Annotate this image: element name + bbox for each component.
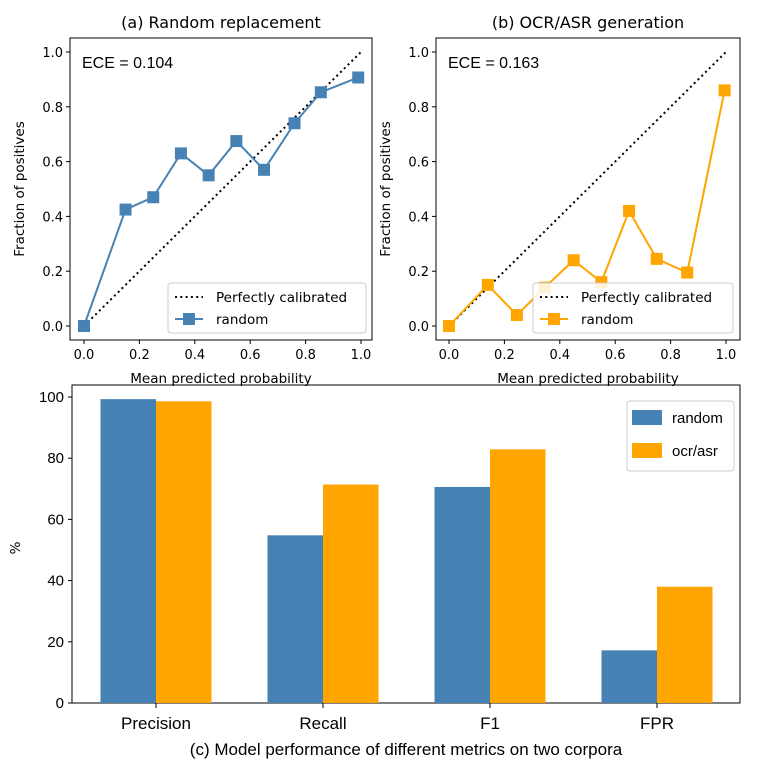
legend: random ocr/asr — [626, 400, 735, 472]
category-label: Recall — [299, 714, 346, 733]
calibration-panel-b: (b) OCR/ASR generation 0.0 0.2 0.4 0.6 0.8 1.0… — [378, 13, 741, 387]
x-tick-label: 1.0 — [351, 348, 372, 363]
y-tick-label: 60 — [47, 511, 64, 528]
category-label: Precision — [121, 714, 191, 733]
data-point-marker — [650, 252, 663, 265]
data-point-marker — [174, 147, 187, 160]
legend-box — [167, 282, 367, 334]
category-label: FPR — [640, 714, 674, 733]
y-tick-label: 0.2 — [408, 265, 429, 280]
y-axis-label: Fraction of positives — [378, 121, 394, 256]
ece-annotation: ECE = 0.163 — [448, 55, 539, 72]
x-tick-label: 0.4 — [184, 348, 205, 363]
axes-frame — [435, 37, 741, 341]
panel-title: (a) Random replacement — [121, 13, 321, 32]
y-tick-label: 0.6 — [42, 156, 63, 171]
chart-title: (c) Model performance of different metri… — [190, 740, 623, 759]
legend-label: ocr/asr — [672, 443, 718, 460]
y-axis-label: Fraction of positives — [12, 121, 28, 256]
data-point-marker — [258, 163, 271, 176]
legend-box — [532, 282, 734, 334]
y-axis-label: % — [8, 541, 24, 554]
legend: Perfectly calibrated random — [167, 282, 367, 334]
series-line-random — [83, 76, 359, 327]
y-tick-label: 40 — [47, 573, 64, 590]
legend: Perfectly calibrated random — [532, 282, 734, 334]
data-point-marker — [78, 320, 90, 332]
y-tick-label: 0.0 — [42, 320, 63, 335]
y-tick-label: 0.4 — [408, 210, 429, 225]
x-tick-label: 0.8 — [660, 348, 681, 363]
legend-label: random — [216, 312, 268, 328]
legend-label: random — [672, 410, 723, 427]
x-tick-label: 0.8 — [295, 348, 316, 363]
data-point-marker — [147, 191, 160, 204]
x-tick-label: 0.0 — [439, 348, 460, 363]
ece-annotation: ECE = 0.104 — [82, 55, 173, 72]
data-point-marker — [288, 117, 301, 130]
data-point-marker — [567, 254, 580, 267]
legend-label: Perfectly calibrated — [581, 290, 712, 306]
bar-ocr-asr-precision — [156, 401, 212, 703]
legend-label: random — [581, 312, 633, 328]
calibration-panel-a: (a) Random replacement 0.0 0.2 0.4 0.6 0.8 1.0… — [12, 13, 373, 387]
legend-square-marker-icon — [548, 313, 560, 325]
x-tick-label: 0.4 — [549, 348, 570, 363]
x-axis-label: Mean predicted probability — [497, 371, 678, 387]
bar-chart-panel-c: 0 20 40 60 80 100% Precision Recall F1 FPR (c) Mod… — [8, 384, 741, 759]
y-tick-label: 1.0 — [408, 46, 429, 61]
bar-ocr-asr-f1 — [490, 449, 546, 703]
data-point-marker — [681, 266, 694, 279]
x-tick-label: 0.0 — [74, 348, 95, 363]
x-tick-label: 0.6 — [605, 348, 626, 363]
y-tick-label: 0.4 — [42, 210, 63, 225]
data-point-marker — [718, 84, 731, 97]
x-axis-label: Mean predicted probability — [130, 371, 311, 387]
perfectly-calibrated-line — [448, 51, 727, 327]
y-tick-label: 100 — [39, 389, 64, 406]
bar-random-precision — [100, 399, 156, 703]
data-point-marker — [510, 309, 523, 322]
data-point-marker — [314, 86, 327, 99]
x-tick-label: 0.2 — [129, 348, 150, 363]
y-tick-label: 0.6 — [408, 156, 429, 171]
data-point-marker — [443, 320, 455, 332]
x-tick-label: 0.6 — [240, 348, 261, 363]
y-tick-label: 1.0 — [42, 46, 63, 61]
y-tick-label: 20 — [47, 634, 64, 651]
series-line-random — [448, 90, 726, 327]
data-point-marker — [352, 71, 365, 84]
y-tick-label: 0.0 — [408, 320, 429, 335]
bar-random-f1 — [434, 486, 490, 703]
bar-ocr-asr-recall — [323, 484, 379, 703]
perfectly-calibrated-line — [83, 51, 362, 327]
y-tick-label: 0 — [56, 695, 64, 712]
bar-random-recall — [267, 535, 323, 703]
y-tick-label: 0.8 — [42, 101, 63, 116]
bar-ocr-asr-fpr — [657, 586, 713, 703]
axes-frame — [69, 37, 373, 341]
data-point-marker — [230, 135, 243, 148]
category-label: F1 — [480, 714, 500, 733]
data-point-marker — [481, 278, 494, 291]
x-tick-label: 1.0 — [716, 348, 737, 363]
panel-title: (b) OCR/ASR generation — [492, 13, 684, 32]
y-tick-label: 80 — [47, 450, 64, 467]
data-point-marker — [202, 169, 215, 182]
legend-swatch-icon — [632, 443, 662, 458]
bar-random-fpr — [601, 650, 657, 703]
data-point-marker — [623, 204, 636, 217]
data-point-marker — [119, 203, 132, 216]
y-tick-label: 0.8 — [408, 101, 429, 116]
axes-frame — [71, 384, 741, 704]
x-tick-label: 0.2 — [494, 348, 515, 363]
legend-label: Perfectly calibrated — [216, 290, 347, 306]
legend-swatch-icon — [632, 410, 662, 425]
legend-square-marker-icon — [183, 313, 195, 325]
y-tick-label: 0.2 — [42, 265, 63, 280]
